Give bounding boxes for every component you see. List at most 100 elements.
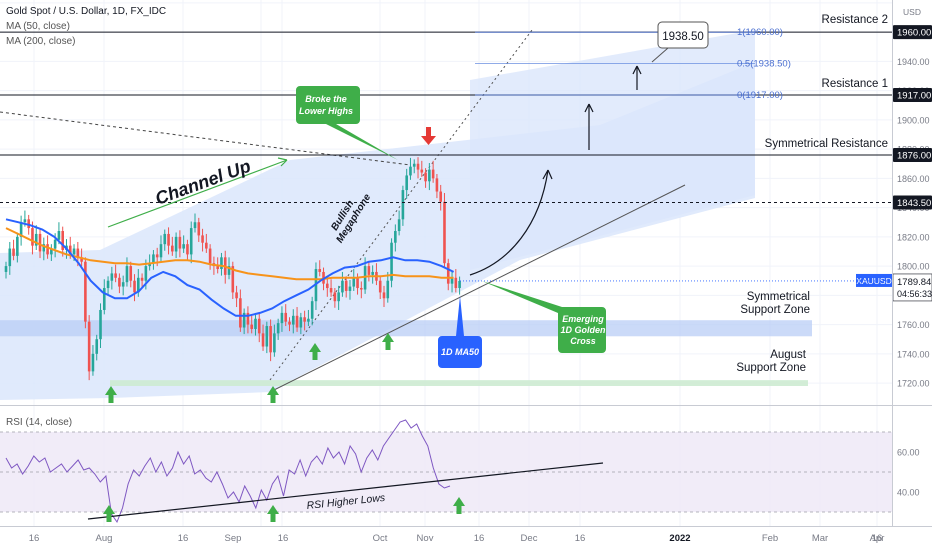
candle-body: [363, 266, 367, 290]
candle-body: [276, 323, 280, 334]
candle-body: [182, 244, 185, 249]
candle-body: [137, 277, 140, 293]
candle-body: [337, 292, 340, 302]
candle-body: [235, 292, 238, 299]
candle-body: [106, 280, 110, 289]
projection-up-arrowhead: [584, 103, 594, 113]
candle-body: [299, 317, 303, 328]
candle-body: [378, 280, 382, 293]
symmetrical-support-label: Symmetrical: [747, 291, 810, 303]
candle-body: [416, 163, 420, 170]
countdown: 04:56:33: [897, 289, 932, 299]
projection-curve: [469, 169, 549, 276]
legend-symbol[interactable]: Gold Spot / U.S. Dollar, 1D, FX_IDC: [6, 6, 167, 17]
candle-body: [333, 292, 337, 302]
candle-body: [265, 326, 269, 347]
ma200-line: [5, 227, 454, 281]
candle-body: [197, 222, 201, 236]
top-down-arrow: [421, 127, 436, 145]
broke-callout-text: Broke the: [305, 94, 347, 104]
candle-body: [386, 280, 390, 299]
time-tick: Feb: [762, 533, 778, 544]
golden-cross-callout: [482, 281, 606, 353]
candle-body: [57, 231, 61, 240]
rsi-legend: RSI (14, close): [6, 417, 72, 428]
candle-body: [341, 280, 344, 293]
fib-label-05: 0.5(1938.50): [737, 59, 791, 70]
time-tick: Dec: [521, 533, 538, 544]
candle-body: [38, 233, 42, 252]
time-axis-bg: [0, 527, 932, 550]
candle-body: [159, 244, 163, 258]
projection-curve-head: [542, 169, 553, 180]
candle-body: [352, 277, 356, 287]
candle-body: [284, 312, 288, 322]
candle-body: [412, 163, 416, 167]
target-box: [657, 21, 709, 49]
rsi-axis[interactable]: 40.00 60.00: [897, 448, 920, 498]
candle-body: [31, 228, 34, 246]
candle-body: [360, 288, 363, 290]
candle-body: [409, 166, 412, 176]
candle-body: [310, 301, 314, 319]
symmetrical-support-zone: [0, 320, 812, 337]
level-tag-text: 1917.00: [897, 91, 931, 102]
candle-body: [201, 235, 204, 243]
candle-body: [367, 266, 371, 275]
candle-body: [405, 175, 408, 191]
golden-cross-text: Cross: [570, 336, 596, 346]
golden-cross-text: Emerging: [562, 314, 604, 324]
time-tick: Mar: [812, 533, 828, 544]
lower-highs-trendline: [0, 111, 411, 166]
currency-label: USD: [903, 7, 921, 17]
candle-body: [371, 271, 374, 275]
candle-body: [329, 288, 333, 293]
candle-body: [246, 312, 250, 325]
candle-body: [186, 244, 189, 255]
candle-body: [401, 190, 405, 220]
candle-body: [53, 239, 57, 249]
candle-body: [273, 333, 276, 353]
candle-body: [125, 266, 129, 283]
price-axis[interactable]: USD1720.001740.001760.001780.001800.0018…: [460, 0, 932, 405]
candle-body: [114, 273, 117, 278]
candle-body: [95, 339, 99, 354]
candle-body: [76, 248, 80, 258]
horizontal-levels: [0, 31, 892, 203]
time-tick: 16: [575, 533, 586, 544]
candle-body: [193, 222, 197, 229]
candle-body: [307, 318, 310, 322]
time-tick: 16: [278, 533, 289, 544]
candle-body: [454, 277, 458, 289]
candle-body: [72, 248, 76, 255]
legend-ma200[interactable]: MA (200, close): [6, 36, 76, 47]
time-tick: 16: [178, 533, 189, 544]
candle-body: [227, 266, 231, 275]
candle-body: [280, 312, 284, 324]
august-support-label: August: [770, 349, 807, 361]
broke-callout: [296, 86, 398, 160]
ma50-callout: [438, 296, 482, 368]
august-support-label: Support Zone: [736, 362, 806, 374]
candlesticks: [4, 157, 461, 381]
candle-body: [326, 283, 329, 289]
candle-body: [23, 219, 27, 223]
candle-body: [382, 292, 386, 299]
candle-body: [242, 312, 246, 328]
candle-body: [80, 257, 83, 262]
green-up-arrow: [105, 386, 117, 403]
candle-body: [208, 248, 212, 264]
legend-ma50[interactable]: MA (50, close): [6, 21, 70, 32]
candle-body: [450, 277, 454, 284]
candle-body: [446, 263, 450, 284]
price-tick: 1720.00: [897, 379, 930, 389]
channel-up-arrow: [107, 159, 288, 228]
level-tag: [893, 147, 932, 162]
channel-up-arrowhead: [277, 157, 288, 167]
candle-body: [110, 273, 114, 281]
candle-body: [91, 353, 95, 372]
level-tag: [893, 25, 932, 40]
candle-body: [348, 286, 352, 291]
candle-body: [220, 257, 223, 270]
